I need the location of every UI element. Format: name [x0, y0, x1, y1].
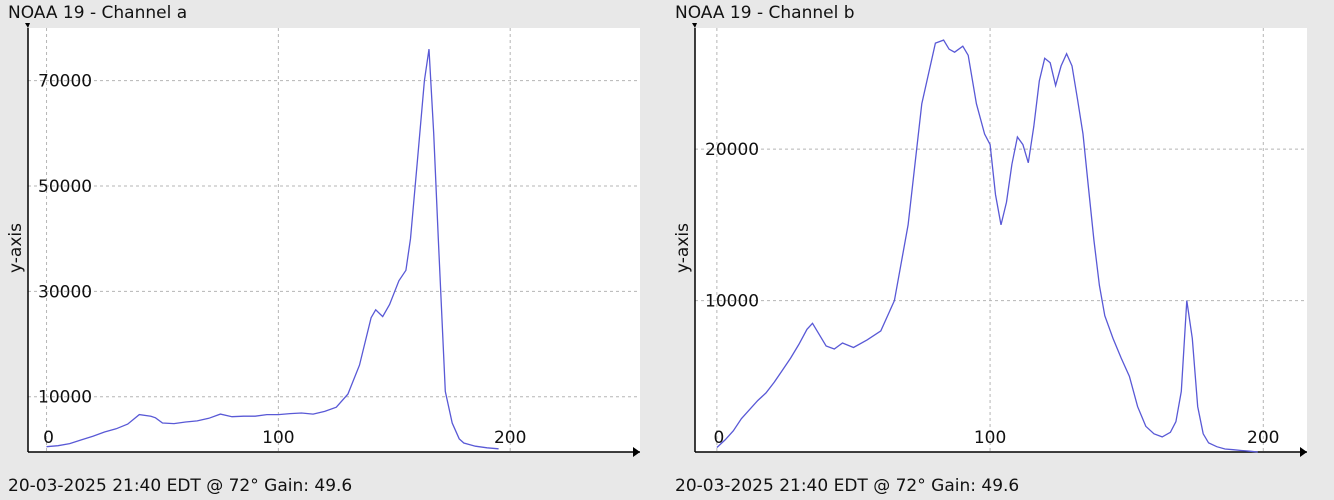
- series-line: [716, 39, 1258, 453]
- y-tick-label: 10000: [38, 388, 92, 408]
- x-tick-label: 0: [713, 428, 724, 448]
- x-tick-label: 200: [494, 428, 526, 448]
- plot-area: [695, 28, 1307, 452]
- chart-footer: 20-03-2025 21:40 EDT @ 72° Gain: 49.6: [8, 476, 353, 496]
- chart-footer: 20-03-2025 21:40 EDT @ 72° Gain: 49.6: [675, 476, 1020, 496]
- y-tick-label: 50000: [38, 177, 92, 197]
- series-line: [46, 49, 499, 450]
- y-axis-label: y-axis: [673, 223, 693, 273]
- y-tick-label: 10000: [705, 292, 759, 312]
- y-axis-arrow: [692, 23, 697, 28]
- x-tick-label: 100: [262, 428, 294, 448]
- x-tick-label: 100: [974, 428, 1006, 448]
- y-axis-label: y-axis: [6, 223, 26, 273]
- x-tick-label: 0: [43, 428, 54, 448]
- chart-panel-a: NOAA 19 - Channel a 10000 30000 50000 70000…: [6, 3, 640, 496]
- y-axis-arrow: [25, 23, 30, 28]
- chart-svg: 10000 30000 50000 70000 0 100 200 y-axis: [6, 23, 640, 457]
- y-tick-label: 70000: [38, 72, 92, 92]
- chart-panel-b: NOAA 19 - Channel b 10000 20000 0 100 200 y-a…: [667, 0, 1334, 500]
- chart-svg: 10000 20000 0 100 200 y-axis: [673, 23, 1307, 457]
- chart-title: NOAA 19 - Channel b: [675, 3, 855, 23]
- x-tick-label: 200: [1247, 428, 1279, 448]
- y-tick-label: 30000: [38, 282, 92, 302]
- chart-title: NOAA 19 - Channel a: [8, 3, 188, 23]
- plot-area: [28, 28, 640, 452]
- x-axis-arrow: [1300, 447, 1307, 457]
- x-axis-arrow: [633, 447, 640, 457]
- y-tick-label: 20000: [705, 140, 759, 160]
